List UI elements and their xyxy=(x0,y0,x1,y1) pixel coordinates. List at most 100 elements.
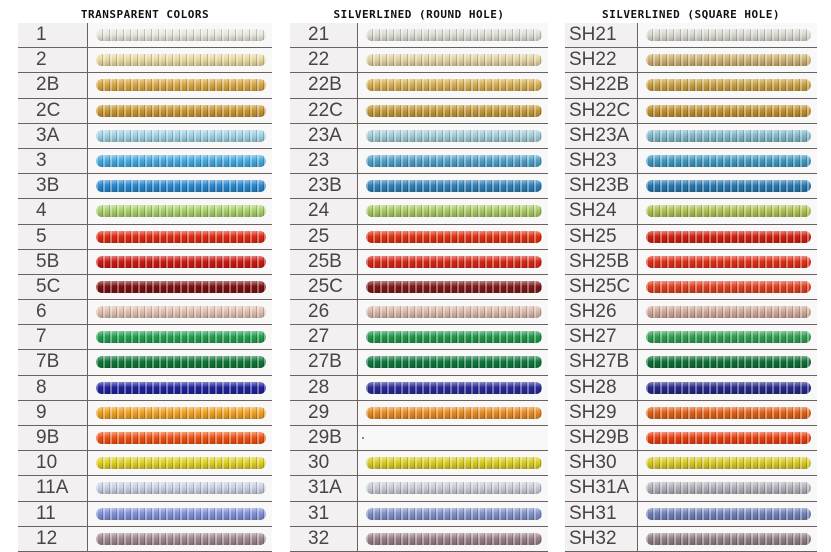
swatch-row: SH26 xyxy=(565,300,817,326)
swatch-row: 25B xyxy=(290,249,548,275)
bead-strand xyxy=(366,280,542,293)
color-code: 22B xyxy=(290,73,358,98)
color-code: 12 xyxy=(18,526,88,551)
color-code: 32 xyxy=(290,526,358,551)
swatch-row: 10 xyxy=(18,451,272,477)
bead-sample-cell xyxy=(638,224,817,249)
swatch-row: 2C xyxy=(18,98,272,124)
color-code: 4 xyxy=(18,199,88,224)
bead-strand xyxy=(646,406,811,419)
swatch-row: SH32 xyxy=(565,526,817,552)
bead-strand xyxy=(96,230,266,243)
bead-sample-cell xyxy=(638,400,817,425)
bead-strand xyxy=(646,129,811,142)
swatch-table: 1 2 2B 2C 3A 3 3B 4 5 5B 5C 6 7 xyxy=(18,23,272,552)
bead-strand xyxy=(366,381,542,394)
bead-sample-cell xyxy=(638,249,817,274)
color-code: 22 xyxy=(290,48,358,73)
bead-strand xyxy=(646,381,811,394)
bead-sample-cell xyxy=(638,48,817,73)
color-code: 11A xyxy=(18,476,88,501)
color-code: SH23B xyxy=(565,174,638,199)
swatch-row: 22 xyxy=(290,48,548,74)
bead-strand xyxy=(646,532,811,545)
bead-sample-cell xyxy=(638,451,817,476)
color-code: SH25C xyxy=(565,274,638,300)
bead-sample-cell xyxy=(358,98,548,123)
bead-sample-cell xyxy=(358,375,548,400)
swatch-row: 27B xyxy=(290,350,548,376)
swatch-row: 3 xyxy=(18,148,272,175)
color-code: 28 xyxy=(290,375,358,400)
panel-title: TRANSPARENT COLORS xyxy=(80,8,210,21)
panel-title: SILVERLINED (ROUND HOLE) xyxy=(333,8,505,21)
bead-strand xyxy=(96,356,266,369)
bead-sample-cell xyxy=(358,451,548,476)
bead-sample-cell xyxy=(358,48,548,73)
bead-strand xyxy=(366,255,542,268)
bead-sample-cell xyxy=(88,224,272,249)
color-code: 1 xyxy=(18,23,88,48)
color-code: 23B xyxy=(290,174,358,199)
bead-sample-cell xyxy=(88,174,272,199)
empty-sample-marker xyxy=(362,437,364,439)
bead-sample-cell xyxy=(358,249,548,274)
color-code: SH31 xyxy=(565,501,638,526)
bead-sample-cell xyxy=(638,501,817,526)
bead-strand xyxy=(96,331,266,344)
swatch-table: 21 22 22B 22C 23A 23 23B 24 25 25B 25C 2… xyxy=(290,23,548,552)
bead-sample-cell xyxy=(638,123,817,148)
bead-sample-cell xyxy=(358,476,548,501)
swatch-row: 25C xyxy=(290,274,548,301)
bead-strand xyxy=(366,457,542,470)
bead-sample-cell xyxy=(358,526,548,551)
color-code: SH22B xyxy=(565,73,638,98)
swatch-row: 29B xyxy=(290,426,548,452)
bead-sample-cell xyxy=(88,451,272,476)
bead-sample-cell xyxy=(358,274,548,300)
bead-strand xyxy=(96,255,266,268)
bead-sample-cell xyxy=(88,350,272,375)
bead-sample-cell xyxy=(638,526,817,551)
bead-strand xyxy=(96,180,266,193)
swatch-row: 27 xyxy=(290,325,548,351)
bead-strand xyxy=(646,180,811,193)
swatch-row: SH31A xyxy=(565,476,817,502)
bead-sample-cell xyxy=(88,325,272,350)
swatch-row: 3A xyxy=(18,123,272,149)
bead-strand xyxy=(96,381,266,394)
swatch-row: 5B xyxy=(18,249,272,275)
bead-strand xyxy=(366,54,542,67)
color-code: 27 xyxy=(290,325,358,350)
color-code: SH25 xyxy=(565,224,638,249)
swatch-row: SH27 xyxy=(565,325,817,351)
swatch-row: SH27B xyxy=(565,350,817,376)
swatch-row: 7 xyxy=(18,325,272,351)
swatch-row: 24 xyxy=(290,199,548,225)
color-code: SH22C xyxy=(565,98,638,123)
swatch-row: SH25 xyxy=(565,224,817,250)
bead-strand xyxy=(646,255,811,268)
color-code: SH26 xyxy=(565,300,638,325)
bead-sample-cell xyxy=(358,174,548,199)
color-code: 2C xyxy=(18,98,88,123)
swatch-row: 11A xyxy=(18,476,272,502)
color-code: 3 xyxy=(18,148,88,174)
bead-sample-cell xyxy=(638,476,817,501)
color-code: SH23A xyxy=(565,123,638,148)
bead-strand xyxy=(646,54,811,67)
color-code: SH27B xyxy=(565,350,638,375)
color-code: SH31A xyxy=(565,476,638,501)
color-code: SH29B xyxy=(565,426,638,451)
bead-strand xyxy=(366,104,542,117)
swatch-row: 11 xyxy=(18,501,272,527)
color-code: 2B xyxy=(18,73,88,98)
bead-strand xyxy=(366,205,542,218)
swatch-row: SH23 xyxy=(565,148,817,175)
color-code: 31 xyxy=(290,501,358,526)
bead-sample-cell xyxy=(638,300,817,325)
color-code: 9 xyxy=(18,400,88,425)
swatch-row: 25 xyxy=(290,224,548,250)
swatch-row: 22C xyxy=(290,98,548,124)
bead-strand xyxy=(646,230,811,243)
